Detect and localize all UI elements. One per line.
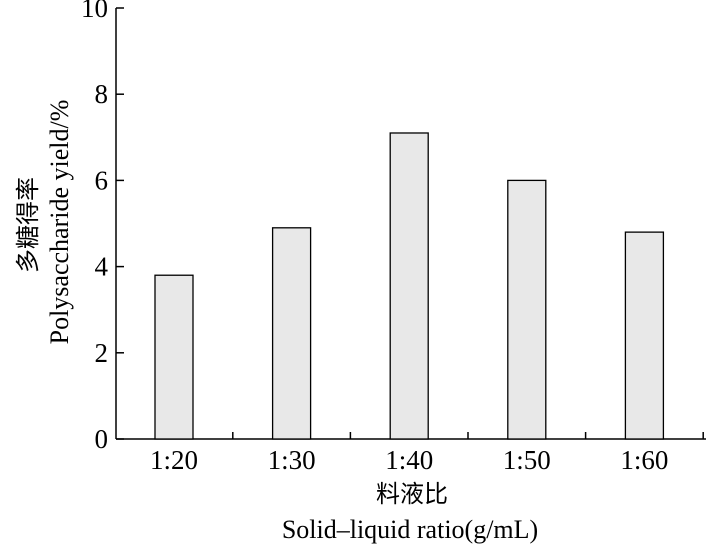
y-tick-label: 8 [95,79,109,109]
y-axis-title-cn: 多糖得率 [14,177,42,273]
y-axis-title: Polysaccharide yield/% [45,100,74,345]
x-tick-label: 1:40 [385,445,433,475]
y-tick-label: 4 [95,252,109,282]
x-tick-label: 1:50 [503,445,551,475]
y-tick-label: 6 [95,165,109,195]
y-tick-label: 0 [95,424,109,454]
y-tick-label: 2 [95,338,109,368]
plot-area: 0 2 4 6 8 10 1:20 1:30 1:40 1:50 1:60 [81,0,706,475]
y-tick-label: 10 [81,0,108,23]
x-tick-label: 1:30 [268,445,316,475]
x-tick-label: 1:60 [620,445,668,475]
bar [507,179,547,440]
bar [389,132,429,440]
bar [154,274,194,440]
x-axis-title-cn: 料液比 [376,480,448,508]
bar [624,231,665,440]
x-tick-label: 1:20 [150,445,198,475]
bar [271,227,312,440]
x-axis-title: Solid–liquid ratio(g/mL) [282,515,538,544]
